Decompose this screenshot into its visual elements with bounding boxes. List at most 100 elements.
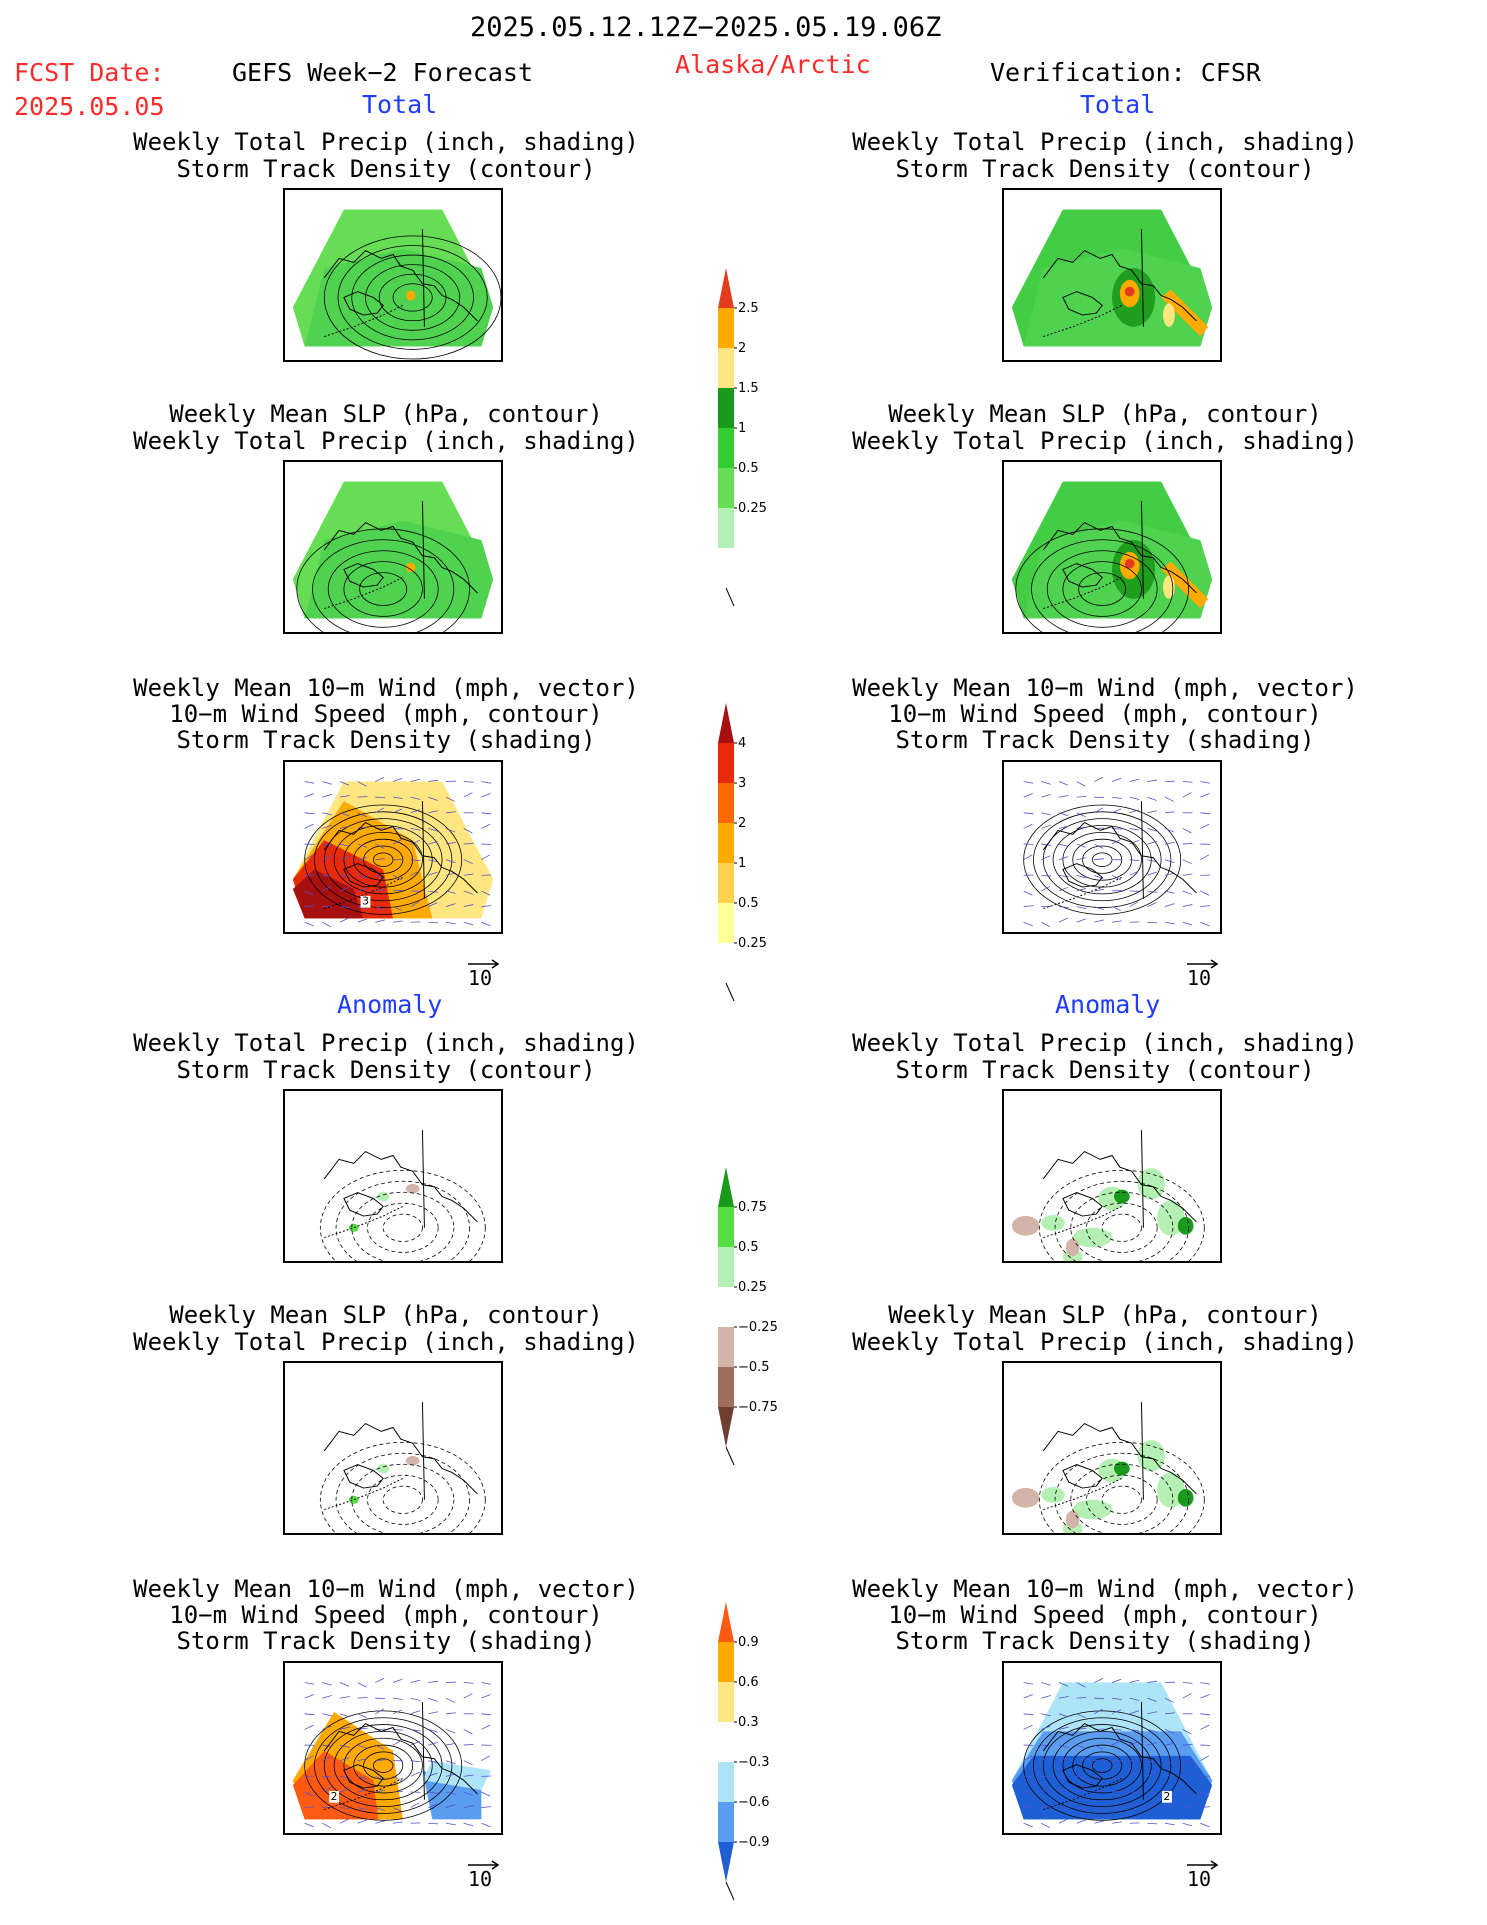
map-panel	[283, 188, 503, 362]
map-svg	[319, 1130, 486, 1261]
wind-vector	[1111, 1678, 1122, 1683]
wind-vector	[1147, 1803, 1157, 1808]
wind-vector	[1147, 841, 1157, 845]
wind-vector	[1076, 887, 1087, 892]
precip-anomaly-positive	[1113, 1189, 1130, 1204]
wind-vector	[1200, 1694, 1210, 1699]
wind-vector	[1111, 1775, 1121, 1782]
wind-vector	[357, 857, 368, 861]
map-layer	[292, 1677, 492, 1829]
wind-vector	[1041, 1756, 1051, 1762]
wind-vector	[463, 1822, 474, 1827]
wind-vector	[339, 1757, 350, 1762]
coastline	[324, 1205, 404, 1239]
contour-line	[1023, 1710, 1182, 1821]
wind-vector	[375, 919, 385, 923]
wind-vector	[1111, 839, 1121, 845]
wind-vector	[304, 1822, 314, 1828]
title-l1-b: Storm Track Density (contour)	[176, 155, 596, 183]
wind-vector	[1094, 1759, 1105, 1762]
wind-vector	[481, 1791, 491, 1797]
colorbar-tick-label: 0.5	[738, 461, 759, 476]
wind-vector	[1076, 843, 1087, 848]
wind-vector	[1041, 1744, 1052, 1747]
colorbar-segment	[718, 468, 734, 508]
wind-vector	[322, 1787, 332, 1793]
wind-vector	[304, 1724, 314, 1730]
wind-vector	[1094, 1789, 1105, 1793]
forecast-period: 2025.05.12.12Z−2025.05.19.06Z	[470, 12, 942, 43]
title-l6-b: 10−m Wind Speed (mph, contour)	[169, 1601, 603, 1629]
wind-vector	[410, 840, 420, 845]
wind-vector	[339, 906, 350, 909]
section-total-left: Total	[362, 90, 438, 119]
wind-vector	[1058, 812, 1069, 817]
precip-max	[405, 290, 416, 301]
wind-vector	[1023, 823, 1033, 829]
precip-anomaly-positive	[1113, 1461, 1130, 1476]
wind-vector	[1129, 1802, 1139, 1808]
precip-anomaly-negative	[1065, 1510, 1080, 1529]
wind-vector	[304, 921, 314, 927]
wind-vector	[1200, 1806, 1211, 1808]
wind-vector	[1076, 1807, 1087, 1811]
contour-line	[353, 1744, 414, 1787]
wind-vector	[410, 828, 421, 831]
wind-vector	[463, 873, 474, 876]
title-r3-c: Storm Track Density (shading)	[895, 726, 1315, 754]
contour-line	[372, 1758, 394, 1773]
precip-anomaly-positive	[1041, 1487, 1065, 1503]
wind-vector	[1058, 874, 1069, 878]
fcst-date-label: FCST Date:	[14, 58, 165, 87]
map-panel: 2	[283, 1661, 503, 1835]
wind-vector	[322, 1725, 332, 1730]
wind-vector	[410, 1679, 421, 1683]
wind-vector	[1041, 824, 1051, 829]
contour-line	[1091, 1758, 1113, 1773]
wind-vector	[339, 795, 350, 798]
wind-vector	[428, 1791, 439, 1794]
wind-vector	[428, 871, 438, 876]
wind-vector	[322, 1682, 332, 1686]
colorbar-segment	[718, 743, 734, 783]
wind-vector	[1200, 1822, 1210, 1828]
contour-line	[1062, 831, 1142, 888]
wind-vector	[1041, 781, 1051, 785]
wind-vector	[375, 1744, 385, 1750]
wind-vector	[1129, 796, 1140, 800]
colorbar-tail	[725, 587, 735, 607]
wind-vector	[1182, 1729, 1192, 1735]
wind-vector	[1094, 888, 1105, 892]
contour-label: 3	[362, 895, 369, 908]
precip-anomaly-positive	[1137, 1168, 1166, 1200]
fcst-date-value: 2025.05.05	[14, 92, 165, 121]
wind-vector	[1076, 796, 1087, 798]
wind-vector	[481, 1713, 492, 1716]
wind-vector	[1076, 1697, 1087, 1699]
contour-line	[333, 825, 433, 895]
wind-vector	[481, 1694, 491, 1699]
title-r5-b: Weekly Total Precip (inch, shading)	[852, 1328, 1358, 1356]
wind-vector	[1200, 1713, 1211, 1716]
contour-line	[367, 1202, 439, 1253]
wind-vector	[357, 781, 367, 787]
wind-vector	[445, 1729, 456, 1734]
precip-anomaly-negative	[405, 1455, 420, 1466]
contour-line	[333, 1731, 433, 1801]
arrow-right-icon	[1187, 959, 1219, 969]
title-r3-b: 10−m Wind Speed (mph, contour)	[888, 700, 1322, 728]
vector-ref-l2: 10	[466, 1853, 502, 1889]
wind-vector	[1094, 906, 1104, 910]
wind-vector	[1129, 1697, 1140, 1701]
wind-vector	[339, 1818, 349, 1824]
wind-vector	[1147, 1697, 1157, 1702]
wind-vector	[1200, 1755, 1210, 1762]
wind-vector	[322, 794, 332, 798]
wind-vector	[375, 807, 385, 814]
wind-vector	[445, 796, 456, 802]
colorbar-segment	[718, 863, 734, 903]
wind-vector	[339, 1807, 350, 1810]
wind-vector	[445, 903, 456, 907]
map-svg	[1011, 1130, 1205, 1261]
contour-line	[1062, 1737, 1142, 1794]
